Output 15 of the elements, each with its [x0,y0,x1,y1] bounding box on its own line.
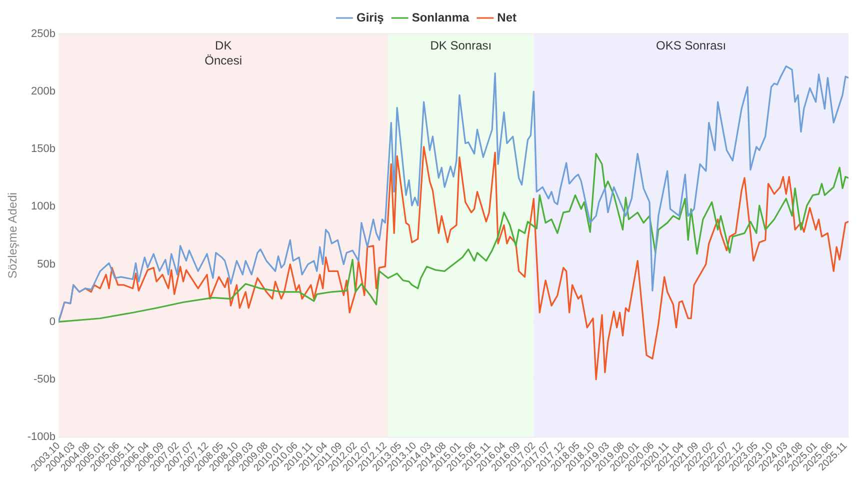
legend-label: Sonlanma [412,10,470,24]
legend-label: Giriş [356,10,384,24]
y-tick-label: 50b [37,258,56,270]
band-label: DK Sonrası [430,38,492,52]
y-tick-label: 200b [31,86,56,98]
y-axis-title: Sözleşme Adedi [6,192,20,279]
y-tick-label: 250b [31,28,56,40]
band-label: DK Öncesi [204,38,242,68]
y-tick-label: 100b [31,200,56,213]
band-label: OKS Sonrası [656,38,726,52]
y-tick-label: -50b [34,373,56,386]
y-tick-label: 0 [49,316,56,328]
y-tick-label: 150b [31,143,56,156]
y-tick-label: -100b [27,430,56,443]
legend-label: Net [497,10,517,24]
